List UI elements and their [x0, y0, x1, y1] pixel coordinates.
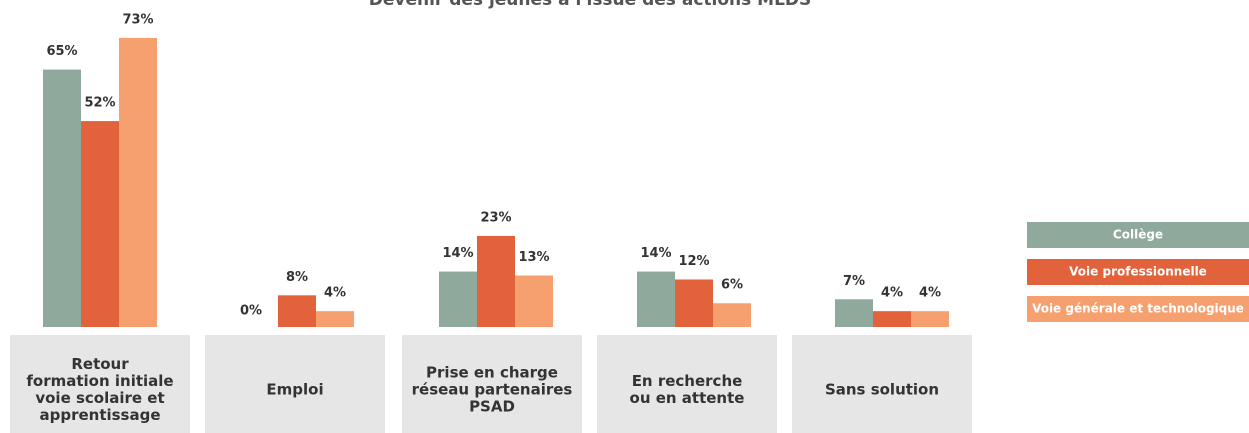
- value-label: 4%: [919, 286, 941, 301]
- legend-label: Voie professionnelle: [1069, 265, 1207, 279]
- category-label: Prise en charge: [426, 364, 558, 382]
- category-box: [597, 335, 777, 433]
- bar: [439, 271, 477, 327]
- legend-swatch: [1027, 222, 1249, 248]
- bar: [911, 311, 949, 327]
- bar: [81, 121, 119, 327]
- legend-swatch: [1027, 259, 1249, 285]
- bar: [835, 299, 873, 327]
- bar: [637, 271, 675, 327]
- value-label: 7%: [843, 274, 865, 289]
- category-box: [402, 335, 582, 433]
- value-label: 6%: [721, 278, 743, 293]
- bar: [43, 69, 81, 327]
- value-label: 65%: [46, 44, 77, 59]
- bar: [713, 303, 751, 327]
- category-label: Retour: [71, 355, 129, 373]
- category-box: [205, 335, 385, 433]
- category-label: réseau partenaires: [412, 381, 573, 399]
- category-label: En recherche: [632, 372, 743, 390]
- bar: [119, 37, 157, 328]
- category-label: apprentissage: [39, 406, 160, 424]
- legend-swatch: [1027, 296, 1249, 322]
- bar: [316, 311, 354, 327]
- category-label: voie scolaire et: [35, 389, 164, 407]
- value-label: 73%: [122, 12, 153, 27]
- legend-label: Voie générale et technologique: [1032, 302, 1244, 316]
- bar: [515, 275, 553, 327]
- value-label: 0%: [240, 304, 262, 319]
- value-label: 23%: [480, 210, 511, 225]
- category-label: Sans solution: [825, 381, 939, 399]
- bar: [278, 295, 316, 327]
- value-label: 14%: [442, 246, 473, 261]
- value-label: 8%: [286, 270, 308, 285]
- bar: [873, 311, 911, 327]
- legend-label: Collège: [1113, 228, 1163, 242]
- category-label: formation initiale: [26, 372, 173, 390]
- category-box: [10, 335, 190, 433]
- value-label: 14%: [640, 246, 671, 261]
- value-label: 12%: [678, 254, 709, 269]
- value-label: 4%: [881, 286, 903, 301]
- value-label: 52%: [84, 96, 115, 111]
- value-label: 13%: [518, 250, 549, 265]
- value-label: 4%: [324, 286, 346, 301]
- chart-title: Devenir des jeunes à l'issue des actions…: [369, 0, 812, 10]
- bar: [477, 235, 515, 327]
- category-box: [792, 335, 972, 433]
- category-label: PSAD: [469, 398, 515, 416]
- category-label: Emploi: [266, 381, 323, 399]
- category-label: ou en attente: [630, 389, 745, 407]
- bar: [675, 279, 713, 327]
